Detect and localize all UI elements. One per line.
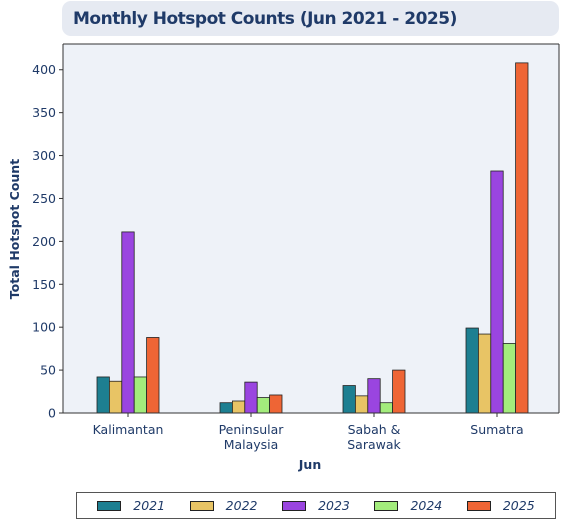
legend-item-2021: 2021 xyxy=(97,498,165,513)
legend-item-2024: 2024 xyxy=(374,498,442,513)
bar-2021-3 xyxy=(465,327,479,414)
bar-2025-0 xyxy=(146,337,160,414)
y-tick-label: 250 xyxy=(32,191,56,206)
bars-group xyxy=(96,62,529,414)
bar-2024-2 xyxy=(379,402,394,414)
y-tick-label: 0 xyxy=(48,406,56,421)
y-tick-label: 300 xyxy=(32,148,56,163)
bar-2021-0 xyxy=(96,376,110,414)
x-tick-label: Peninsular xyxy=(219,422,285,437)
legend: 2021 2022 2023 2024 2025 xyxy=(76,492,556,519)
x-tick-label: Sumatra xyxy=(470,422,523,437)
y-tick-label: 100 xyxy=(32,320,56,335)
legend-swatch xyxy=(282,500,307,511)
y-tick-label: 350 xyxy=(32,105,56,120)
legend-label: 2022 xyxy=(225,498,258,513)
legend-label: 2021 xyxy=(133,498,166,513)
bar-2022-1 xyxy=(231,400,246,414)
y-tick-label: 50 xyxy=(40,363,56,378)
legend-item-2025: 2025 xyxy=(466,498,535,513)
bar-2022-3 xyxy=(477,333,492,414)
legend-swatch xyxy=(466,500,491,511)
x-tick-label: Sarawak xyxy=(347,437,401,452)
bar-2023-1 xyxy=(244,381,258,414)
y-ticks: 0 50 100 150 200 250 300 350 400 xyxy=(32,62,63,421)
legend-swatch xyxy=(374,500,399,511)
bar-2024-1 xyxy=(256,397,271,414)
bar-2022-2 xyxy=(354,395,369,414)
chart-title: Monthly Hotspot Counts (Jun 2021 - 2025) xyxy=(73,8,457,29)
y-tick-label: 400 xyxy=(32,62,56,77)
y-axis-title: Total Hotspot Count xyxy=(7,159,22,299)
bar-chart: 0 50 100 150 200 250 300 350 400 Kalimantan Penin… xyxy=(7,43,560,472)
bar-2022-0 xyxy=(109,380,123,414)
bar-2025-3 xyxy=(515,62,529,414)
bar-2023-0 xyxy=(121,231,135,414)
legend-label: 2025 xyxy=(502,498,535,513)
axes-group xyxy=(62,43,560,414)
bar-2025-1 xyxy=(269,394,283,414)
bar-2023-2 xyxy=(367,378,381,414)
bar-2021-2 xyxy=(342,385,356,414)
bar-2024-0 xyxy=(133,376,147,414)
legend-item-2023: 2023 xyxy=(282,498,350,513)
y-tick-label: 150 xyxy=(32,277,56,292)
chart-title-bar: Monthly Hotspot Counts (Jun 2021 - 2025) xyxy=(62,1,559,36)
bar-2021-1 xyxy=(219,402,233,414)
x-tick-label: Malaysia xyxy=(224,437,279,452)
bar-2025-2 xyxy=(392,369,406,414)
legend-swatch xyxy=(189,500,214,511)
legend-label: 2023 xyxy=(318,498,350,513)
x-tick-label: Sabah & xyxy=(348,422,401,437)
bar-2023-3 xyxy=(490,170,504,414)
legend-label: 2024 xyxy=(410,498,443,513)
bar-2024-3 xyxy=(502,343,517,414)
y-tick-label: 200 xyxy=(32,234,56,249)
legend-swatch xyxy=(97,500,122,511)
x-axis-title: Jun xyxy=(298,457,321,472)
legend-item-2022: 2022 xyxy=(189,498,258,513)
x-tick-label: Kalimantan xyxy=(93,422,164,437)
